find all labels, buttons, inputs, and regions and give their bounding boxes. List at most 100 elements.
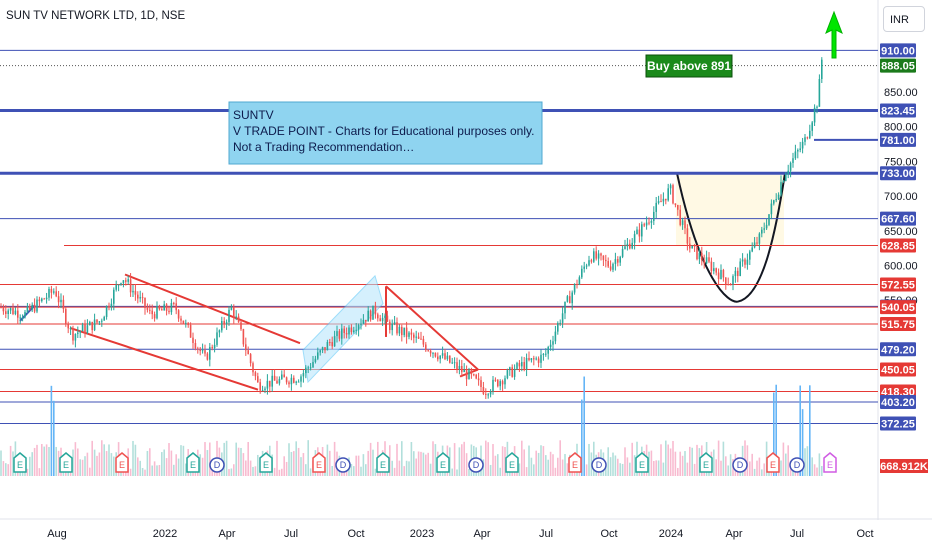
volume-bar bbox=[389, 445, 391, 476]
price-tag-15: 372.25 bbox=[880, 416, 916, 431]
candle-body bbox=[559, 322, 561, 324]
volume-bar bbox=[693, 463, 696, 476]
candle-body bbox=[497, 379, 499, 387]
candle-body bbox=[165, 304, 168, 311]
candle-body bbox=[626, 243, 629, 247]
candle-body bbox=[753, 242, 756, 248]
candle-body bbox=[264, 388, 266, 391]
volume-bar bbox=[612, 452, 614, 476]
event-marker-D-16: D bbox=[732, 457, 748, 473]
volume-bar bbox=[108, 444, 110, 476]
candle-body bbox=[259, 382, 261, 391]
volume-bar bbox=[547, 459, 549, 476]
volume-bar bbox=[413, 451, 415, 476]
volume-bar bbox=[583, 376, 585, 476]
price-tag-bg bbox=[880, 300, 916, 315]
volume-bar bbox=[689, 446, 691, 476]
volume-bar bbox=[367, 450, 369, 476]
candle-body bbox=[813, 107, 816, 123]
note-box-bg bbox=[228, 101, 543, 165]
chart-grid bbox=[0, 0, 932, 520]
event-marker-label: D bbox=[473, 460, 480, 470]
volume-bar bbox=[225, 440, 228, 476]
price-tag-3: 781.00 bbox=[880, 132, 916, 147]
candles bbox=[0, 57, 823, 400]
volume-bar bbox=[713, 449, 715, 476]
candle-body bbox=[312, 361, 314, 368]
volume-bar bbox=[29, 456, 31, 476]
candle-body bbox=[655, 202, 657, 212]
volume-bar bbox=[233, 464, 235, 476]
volume-bar bbox=[799, 385, 801, 476]
candle-body bbox=[513, 368, 516, 377]
y-tick-1: 800.00 bbox=[884, 122, 918, 134]
volume-bar bbox=[422, 452, 425, 476]
volume-bar bbox=[746, 445, 749, 476]
volume-bar bbox=[153, 461, 156, 476]
volume-bar bbox=[677, 467, 679, 476]
volume-bar bbox=[557, 457, 559, 476]
event-marker-label: D bbox=[214, 460, 221, 470]
candle-body bbox=[24, 311, 26, 318]
candle-body bbox=[302, 373, 305, 377]
volume-bar bbox=[182, 445, 185, 476]
volume-bar bbox=[228, 469, 230, 476]
volume-bar bbox=[0, 450, 2, 476]
candle-body bbox=[321, 347, 324, 351]
volume-bar bbox=[561, 459, 564, 476]
volume-bar bbox=[84, 456, 86, 476]
volume-bar bbox=[242, 453, 245, 476]
volume-bar bbox=[681, 455, 684, 476]
volume-bar bbox=[362, 454, 365, 476]
candle-body bbox=[542, 353, 545, 355]
event-marker-E-17: E bbox=[766, 452, 780, 473]
candle-body bbox=[36, 299, 38, 312]
candle-body bbox=[206, 353, 209, 360]
volume-bar bbox=[417, 451, 420, 476]
candle-body bbox=[271, 375, 273, 387]
candle-body bbox=[122, 280, 125, 284]
candle-body bbox=[595, 251, 597, 259]
price-tag-label: 540.05 bbox=[881, 302, 915, 314]
event-marker-label: D bbox=[794, 460, 801, 470]
volume-bar bbox=[93, 449, 96, 476]
candle-body bbox=[434, 352, 437, 357]
volume-bar bbox=[141, 468, 144, 476]
volume-bar bbox=[149, 448, 151, 476]
volume-bar bbox=[165, 458, 168, 476]
volume-bar bbox=[355, 455, 357, 476]
event-marker-label: E bbox=[440, 460, 446, 470]
currency-selector[interactable]: INR bbox=[883, 6, 925, 32]
volume-bar bbox=[175, 454, 177, 476]
candle-body bbox=[79, 331, 81, 333]
volume-bar bbox=[691, 447, 693, 476]
volume-bar bbox=[48, 447, 50, 476]
volume-bar bbox=[537, 452, 540, 476]
candle-body bbox=[125, 280, 127, 282]
candle-body bbox=[480, 380, 482, 388]
candle-body bbox=[720, 269, 722, 280]
earnings-icon bbox=[436, 452, 450, 473]
wedge-upper-0 bbox=[124, 273, 301, 345]
volume-bar bbox=[614, 455, 617, 476]
volume-bar bbox=[281, 468, 283, 476]
candle-body bbox=[413, 334, 415, 338]
event-marker-E-14: E bbox=[635, 452, 649, 473]
candle-body bbox=[305, 367, 307, 374]
candle-body bbox=[653, 211, 655, 221]
volume-bar bbox=[729, 454, 732, 476]
earnings-icon bbox=[505, 452, 519, 473]
volume-bar bbox=[499, 467, 501, 476]
event-marker-label: E bbox=[263, 460, 269, 470]
volume-bar bbox=[7, 464, 9, 476]
candle-body bbox=[722, 269, 725, 278]
x-tick-8: Oct bbox=[600, 528, 617, 540]
candle-body bbox=[319, 350, 321, 353]
candle-body bbox=[129, 279, 132, 293]
volume-bar bbox=[674, 451, 677, 476]
candle-body bbox=[281, 374, 283, 379]
volume-bar bbox=[787, 445, 789, 476]
candle-body bbox=[98, 321, 101, 323]
volume-bar bbox=[146, 450, 149, 476]
